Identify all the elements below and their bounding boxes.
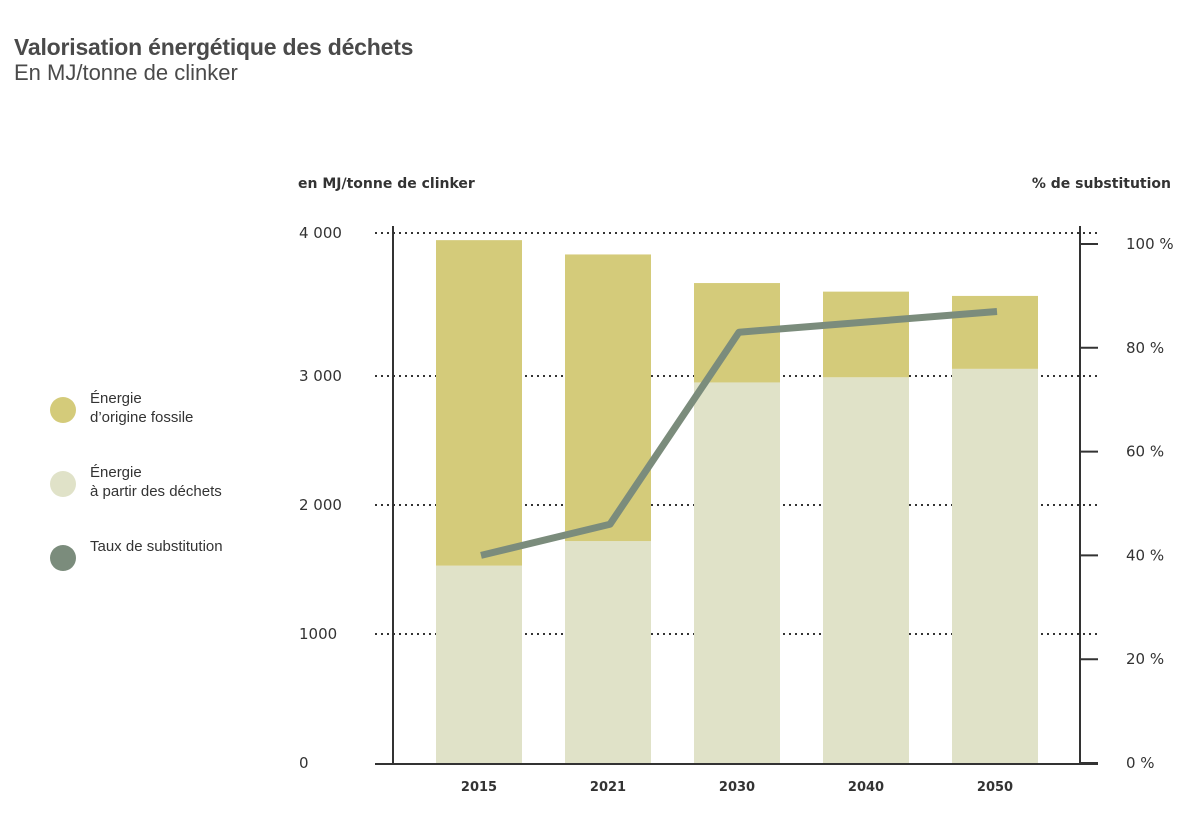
legend-swatch-waste [50,471,76,497]
chart-subtitle: En MJ/tonne de clinker [14,60,238,85]
x-tick-label: 2030 [719,780,755,795]
legend-label-rate: Taux de substitution [90,538,223,555]
bars [436,240,1038,763]
chart-title: Valorisation énergétique des déchets [14,34,414,60]
legend-item-rate: Taux de substitution [50,533,290,607]
substitution-line [480,307,998,559]
legend: Énergie d’origine fossile Énergie à part… [50,385,290,607]
left-tick-label: 4 000 [299,224,342,242]
bar-2015-waste [436,565,522,763]
legend-swatch-rate [50,545,76,571]
legend-item-waste: Énergie à partir des déchets [50,459,290,533]
left-tick-label: 1000 [299,625,337,643]
x-tick-label: 2021 [590,780,626,795]
right-tick-label: 60 % [1126,443,1164,461]
bar-2050-waste [952,368,1038,763]
tick-labels: 0 % 20 % 40 % 60 % 80 % 100 % 0 1000 2 000 3 000 4… [299,224,1174,795]
left-axis-title: en MJ/tonne de clinker [298,176,475,192]
x-tick-label: 2050 [977,780,1013,795]
legend-swatch-fossil [50,397,76,423]
right-tick-label: 40 % [1126,546,1164,564]
bar-2040-waste [823,377,909,763]
right-tick-label: 80 % [1126,339,1164,357]
right-tick-label: 20 % [1126,650,1164,668]
bar-2021-fossil [565,254,651,542]
left-tick-label: 2 000 [299,496,342,514]
bar-2021-waste [565,541,651,763]
left-tick-label: 3 000 [299,367,342,385]
x-tick-label: 2040 [848,780,884,795]
bar-2030-waste [694,382,780,763]
right-axis-title: % de substitution [1032,176,1171,192]
legend-label-waste: Énergie à partir des déchets [90,464,222,500]
left-tick-label: 0 [299,754,309,772]
x-tick-label: 2015 [461,780,497,795]
axes [375,226,1098,765]
legend-item-fossil: Énergie d’origine fossile [50,385,290,459]
legend-label-fossil: Énergie d’origine fossile [90,390,194,426]
right-tick-label: 0 % [1126,754,1155,772]
right-tick-label: 100 % [1126,235,1174,253]
bar-2015-fossil [436,240,522,566]
bar-2040-fossil [823,291,909,378]
bar-2050-fossil [952,295,1038,369]
